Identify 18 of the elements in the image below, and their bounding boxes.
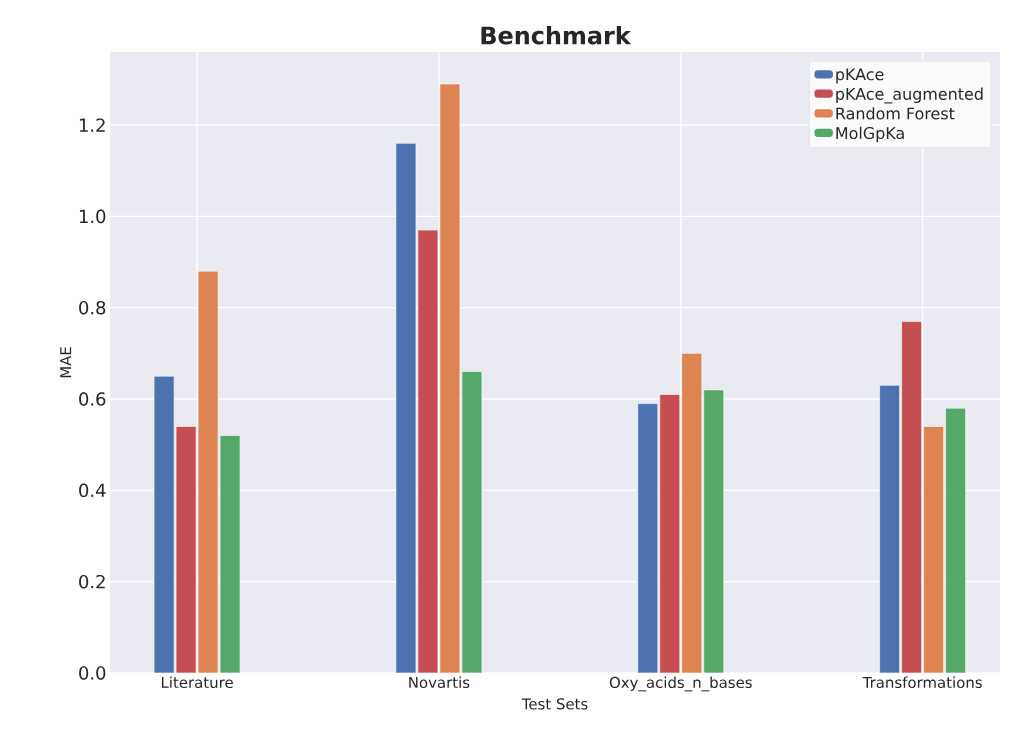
legend-label: pKAce <box>836 68 884 84</box>
x-tick-label: Literature <box>161 676 233 689</box>
y-tick-label: 0.6 <box>79 392 106 406</box>
y-tick-label: 0.4 <box>79 483 106 498</box>
y-axis-title: MAE <box>60 347 72 378</box>
y-tick-label: 0.8 <box>79 300 106 315</box>
x-tick-label: Transformations <box>862 676 982 689</box>
legend-label: Random Forest <box>836 107 955 120</box>
chart-title: Benchmark <box>481 25 632 45</box>
x-tick-label: Novartis <box>409 676 470 689</box>
y-tick-label: 1.0 <box>79 209 106 224</box>
x-tick-label: Oxy_acids_n_bases <box>609 676 752 692</box>
legend-label: MolGpKa <box>836 126 904 143</box>
y-tick-label: 1.2 <box>79 118 105 132</box>
x-axis-title: Test Sets <box>521 698 588 710</box>
y-tick-label: 0.2 <box>79 574 105 589</box>
y-tick-label: 0.0 <box>79 666 106 680</box>
legend-label: pKAce_augmented <box>836 87 983 104</box>
